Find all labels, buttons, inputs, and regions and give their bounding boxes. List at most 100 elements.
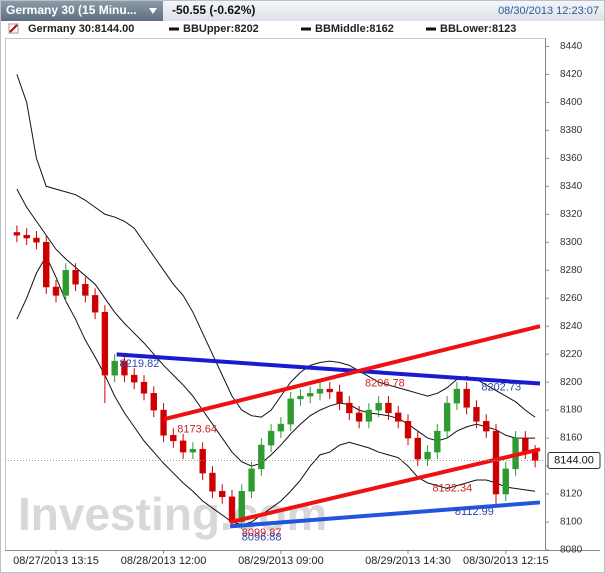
y-tick-label: 8260 <box>560 293 583 304</box>
candle-body <box>267 430 275 446</box>
candle-body <box>121 360 128 376</box>
legend-label: BBLower:8123 <box>440 23 516 35</box>
candle-body <box>189 449 197 453</box>
y-tick-label: 8200 <box>560 377 583 388</box>
candle-body <box>453 388 461 404</box>
y-tick-label: 8180 <box>560 405 583 416</box>
candle-body <box>365 409 373 422</box>
y-tick-label: 8400 <box>560 97 583 108</box>
y-tick-label: 8220 <box>560 349 583 360</box>
candle-body <box>140 381 148 394</box>
candle-body <box>307 393 314 397</box>
candle-body <box>82 283 89 296</box>
y-tick-label: 8080 <box>560 545 583 556</box>
candle-body <box>492 430 500 495</box>
candle-body <box>404 421 412 439</box>
candle-body <box>443 402 451 432</box>
header-title: Germany 30 (15 Minu... <box>6 3 137 17</box>
candle-body <box>258 444 265 470</box>
y-tick-label: 8380 <box>560 125 583 136</box>
candle-body <box>111 360 118 376</box>
trend-label: 8206.78 <box>365 377 405 389</box>
x-tick-label: 08/28/2013 12:00 <box>121 555 207 567</box>
candle-body <box>277 423 285 432</box>
candle-body <box>316 388 324 394</box>
trend-label: 8202.73 <box>481 382 521 394</box>
candle-body <box>238 490 245 523</box>
x-tick-label: 08/27/2013 13:15 <box>13 555 99 567</box>
y-tick-label: 8240 <box>560 321 583 332</box>
trend-label: 8099.87 <box>242 527 282 539</box>
timestamp: 08/30/2013 12:23:07 <box>498 5 599 17</box>
candle-body <box>52 286 60 296</box>
candle-body <box>228 496 236 523</box>
candle-body <box>287 398 294 425</box>
last-price-label: 8144.00 <box>554 454 594 466</box>
candle-body <box>101 311 109 376</box>
y-tick-label: 8420 <box>560 69 583 80</box>
y-tick-label: 8340 <box>560 181 583 192</box>
legend-icon-mark <box>9 24 18 33</box>
legend-label: BBUpper:8202 <box>183 23 259 35</box>
candle-body <box>473 407 480 422</box>
y-tick-label: 8160 <box>560 433 583 444</box>
candle-body <box>355 412 363 422</box>
trend-label: 8132.34 <box>432 482 472 494</box>
candle-body <box>346 402 353 414</box>
candle-body <box>33 237 40 243</box>
candle-body <box>170 435 177 442</box>
candle-body <box>248 468 255 492</box>
symbol-tab[interactable] <box>1 1 163 21</box>
candle-body <box>13 232 21 236</box>
candle-body <box>434 430 441 453</box>
trend-label: 8173.64 <box>177 424 217 436</box>
y-tick-label: 8440 <box>560 41 583 52</box>
candle-body <box>160 409 167 436</box>
candle-body <box>23 234 30 239</box>
trend-label: 8219.82 <box>120 358 160 370</box>
candle-body <box>72 269 79 285</box>
trendline <box>164 324 541 421</box>
y-tick-label: 8320 <box>560 209 583 220</box>
y-tick-label: 8360 <box>560 153 583 164</box>
candle-body <box>463 388 470 408</box>
candle-body <box>375 402 382 411</box>
y-tick-label: 8120 <box>560 489 583 500</box>
trendline <box>116 352 541 386</box>
candle-body <box>326 388 333 393</box>
candle-body <box>385 402 392 414</box>
candle-body <box>219 490 226 498</box>
trend-label: 8096.88 <box>242 531 282 543</box>
candle-body <box>336 391 343 404</box>
y-tick-label: 8100 <box>560 517 583 528</box>
candle-body <box>297 395 304 400</box>
candle-body <box>62 269 69 296</box>
x-tick-label: 08/29/2013 09:00 <box>238 555 324 567</box>
legend-symbol: Germany 30:8144.00 <box>28 23 134 35</box>
last-price-box <box>547 451 601 469</box>
candle-body <box>43 241 50 288</box>
candle-body <box>522 437 529 453</box>
candle-body <box>91 295 99 313</box>
price-change: -50.55 (-0.62%) <box>172 3 255 17</box>
candle-body <box>424 451 431 460</box>
legend-label: BBMiddle:8162 <box>315 23 394 35</box>
candle-body <box>209 472 216 492</box>
candle-body <box>502 468 509 495</box>
y-tick-label: 8300 <box>560 237 583 248</box>
candle-body <box>414 437 421 460</box>
x-tick-label: 08/30/2013 12:15 <box>463 555 549 567</box>
candle-body <box>131 374 138 383</box>
candle-body <box>531 451 539 461</box>
dropdown-arrow[interactable] <box>149 8 157 14</box>
trendline <box>229 447 541 525</box>
candle-body <box>483 421 490 432</box>
watermark: Investing.com <box>18 488 327 540</box>
band-line <box>16 74 536 418</box>
candle-body <box>395 412 402 422</box>
band-line <box>16 188 536 467</box>
trendline <box>229 500 541 529</box>
x-tick-label: 08/29/2013 14:30 <box>365 555 451 567</box>
